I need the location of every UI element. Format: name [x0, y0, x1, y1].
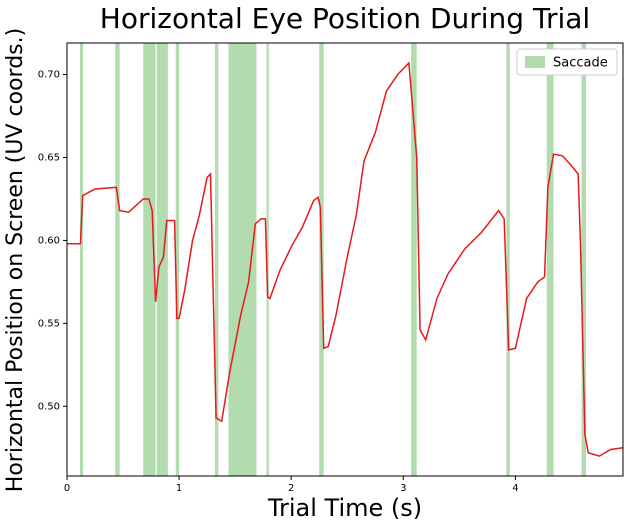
y-tick-label: 0.70 [38, 70, 60, 81]
saccade-span [411, 43, 417, 476]
x-tick-label: 2 [288, 483, 294, 494]
x-tick-label: 4 [512, 483, 518, 494]
y-tick-label: 0.60 [38, 235, 60, 246]
x-axis-label: Trial Time (s) [267, 494, 422, 522]
plot-frame [66, 42, 624, 477]
x-tick-label: 0 [64, 483, 70, 494]
x-tick-label: 3 [400, 483, 406, 494]
legend-box [516, 48, 618, 76]
chart-title: Horizontal Eye Position During Trial [100, 2, 590, 35]
x-tick-label: 1 [176, 483, 182, 494]
y-axis-label: Horizontal Position on Screen (UV coords… [3, 28, 28, 492]
saccade-span [175, 43, 180, 476]
saccade-span [546, 43, 554, 476]
saccade-span [214, 43, 219, 476]
y-tick-label: 0.55 [38, 318, 60, 329]
y-tick-label: 0.65 [38, 152, 60, 163]
legend-swatch [525, 56, 545, 68]
saccade-span [115, 43, 120, 476]
saccade-span [143, 43, 156, 476]
line [67, 61, 624, 457]
legend-label: Saccade [553, 56, 608, 71]
saccade-span [581, 43, 587, 476]
saccade-span [80, 43, 84, 476]
saccade-span [266, 43, 269, 476]
saccade-span [506, 43, 510, 476]
saccade-span [228, 43, 257, 476]
y-tick-label: 0.50 [38, 401, 60, 412]
